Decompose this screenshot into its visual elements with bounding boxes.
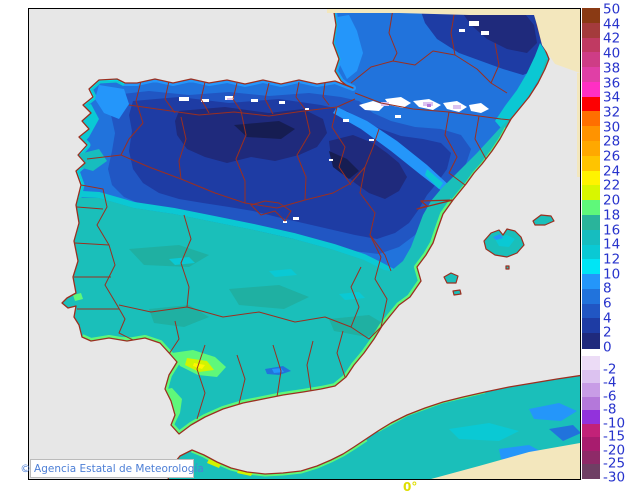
longitude-label: 0° xyxy=(403,480,418,494)
colorbar-label: 6 xyxy=(603,295,612,312)
colorbar-label: 24 xyxy=(603,162,621,179)
colorbar-label: 50 xyxy=(603,1,621,18)
colorbar-label: 36 xyxy=(603,74,621,91)
colorbar-label: -2 xyxy=(603,360,617,377)
colorbar-label: 14 xyxy=(603,236,621,253)
colorbar-block xyxy=(582,288,600,305)
colorbar-label: 4 xyxy=(603,309,612,326)
colorbar-label: 26 xyxy=(603,148,621,165)
colorbar-block xyxy=(582,170,600,186)
colorbar-block xyxy=(582,96,600,113)
colorbar-block xyxy=(582,410,600,425)
colorbar-label: -25 xyxy=(603,455,626,472)
colorbar-label: 40 xyxy=(603,45,621,62)
colorbar-block xyxy=(582,37,600,53)
colorbar-label: 44 xyxy=(603,15,621,32)
colorbar-label: -8 xyxy=(603,401,617,418)
colorbar-block xyxy=(582,244,600,260)
colorbar-label: -15 xyxy=(603,428,626,445)
map-frame: © Agencia Estatal de Meteorología aemet xyxy=(20,8,581,480)
colorbar-block xyxy=(582,259,600,275)
colorbar-block xyxy=(582,423,600,438)
colorbar-label: 0 xyxy=(603,339,612,356)
colorbar-label: 38 xyxy=(603,60,621,77)
colorbar-label: 18 xyxy=(603,207,621,224)
colorbar-block xyxy=(582,126,600,142)
colorbar-label: -4 xyxy=(603,374,617,391)
colorbar-block xyxy=(582,356,600,371)
colorbar-label: -10 xyxy=(603,414,626,431)
colorbar-label: 2 xyxy=(603,324,612,341)
colorbar-block xyxy=(582,274,600,290)
colorbar-label: -6 xyxy=(603,387,617,404)
colorbar-label: 12 xyxy=(603,251,621,268)
colorbar-block xyxy=(582,81,600,98)
colorbar-block xyxy=(582,383,600,398)
colorbar-block xyxy=(582,333,600,349)
colorbar-block xyxy=(582,67,600,83)
colorbar-label: -30 xyxy=(603,469,626,486)
colorbar-label: 28 xyxy=(603,133,621,150)
colorbar-block xyxy=(582,214,600,231)
africa-coastline xyxy=(167,374,580,479)
coastline xyxy=(61,9,550,435)
colorbar-block xyxy=(582,8,600,24)
colorbar-block xyxy=(582,141,600,157)
colorbar-label: 20 xyxy=(603,192,621,209)
colorbar-label: 22 xyxy=(603,177,621,194)
colorbar-block xyxy=(582,229,600,246)
colorbar-block xyxy=(582,303,600,320)
balearic-islands xyxy=(443,214,555,296)
colorbar-block xyxy=(582,464,600,479)
colorbar-label: 42 xyxy=(603,30,621,47)
temperature-map xyxy=(29,9,580,479)
colorbar-label: 32 xyxy=(603,104,621,121)
colorbar-block xyxy=(582,111,600,127)
colorbar-block xyxy=(582,185,600,201)
attribution-box: © Agencia Estatal de Meteorología xyxy=(20,459,204,478)
no-data-region xyxy=(327,9,580,479)
colorbar-label: 16 xyxy=(603,221,621,238)
colorbar-block xyxy=(582,200,600,216)
colorbar-block xyxy=(582,396,600,411)
colorbar-block xyxy=(582,450,600,466)
colorbar-block xyxy=(582,318,600,334)
colorbar-block xyxy=(582,155,600,172)
attribution-text: © Agencia Estatal de Meteorología xyxy=(20,462,204,475)
colorbar-label: -20 xyxy=(603,442,626,459)
colorbar-label: 30 xyxy=(603,118,621,135)
colorbar-block xyxy=(582,52,600,68)
colorbar-block xyxy=(582,369,600,384)
colorbar-label: 10 xyxy=(603,265,621,282)
colorbar-block xyxy=(582,437,600,452)
colorbar-label: 8 xyxy=(603,280,612,297)
colorbar-block xyxy=(582,22,600,39)
colorbar-label: 34 xyxy=(603,89,621,106)
